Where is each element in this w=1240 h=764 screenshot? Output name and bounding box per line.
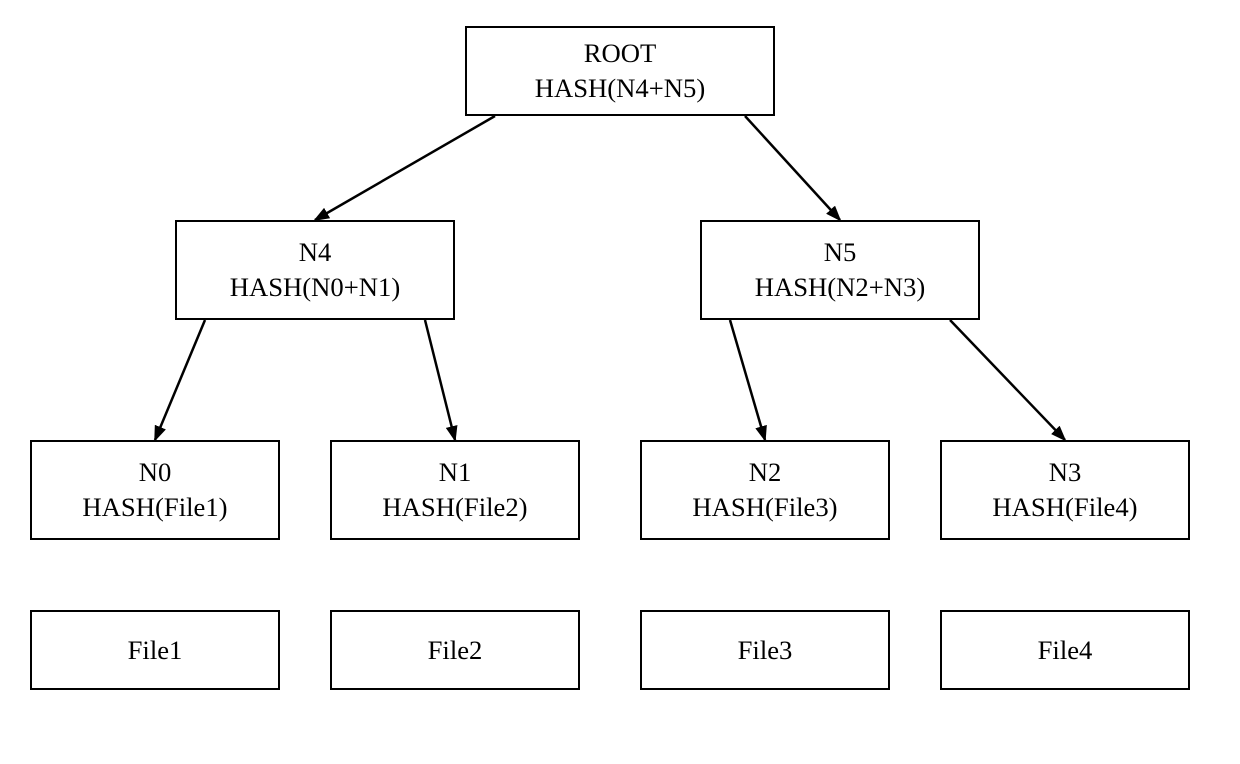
tree-node-n3: N3 HASH(File4) [940, 440, 1190, 540]
tree-edge [950, 320, 1065, 440]
node-label-line2: HASH(File2) [382, 490, 527, 525]
node-label-line2: HASH(N4+N5) [535, 71, 706, 106]
node-label-line1: N1 [439, 455, 472, 490]
tree-node-n5: N5 HASH(N2+N3) [700, 220, 980, 320]
node-label-line1: N4 [299, 235, 332, 270]
node-label-line1: N3 [1049, 455, 1082, 490]
tree-edge [425, 320, 455, 440]
tree-edge [315, 116, 495, 220]
node-label-line1: File2 [428, 633, 483, 668]
node-label-line1: N0 [139, 455, 172, 490]
node-label-line2: HASH(File4) [992, 490, 1137, 525]
node-label-line2: HASH(N0+N1) [230, 270, 401, 305]
node-label-line1: File4 [1038, 633, 1093, 668]
tree-leaf-file1: File1 [30, 610, 280, 690]
tree-node-n2: N2 HASH(File3) [640, 440, 890, 540]
tree-node-n4: N4 HASH(N0+N1) [175, 220, 455, 320]
tree-edge [745, 116, 840, 220]
tree-node-n1: N1 HASH(File2) [330, 440, 580, 540]
tree-edge [730, 320, 765, 440]
node-label-line2: HASH(File3) [692, 490, 837, 525]
tree-leaf-file3: File3 [640, 610, 890, 690]
node-label-line1: N5 [824, 235, 857, 270]
tree-node-root: ROOT HASH(N4+N5) [465, 26, 775, 116]
node-label-line1: File1 [128, 633, 183, 668]
node-label-line1: N2 [749, 455, 782, 490]
tree-node-n0: N0 HASH(File1) [30, 440, 280, 540]
node-label-line1: File3 [738, 633, 793, 668]
node-label-line2: HASH(N2+N3) [755, 270, 926, 305]
tree-leaf-file4: File4 [940, 610, 1190, 690]
node-label-line1: ROOT [584, 36, 657, 71]
tree-edge [155, 320, 205, 440]
tree-leaf-file2: File2 [330, 610, 580, 690]
node-label-line2: HASH(File1) [82, 490, 227, 525]
